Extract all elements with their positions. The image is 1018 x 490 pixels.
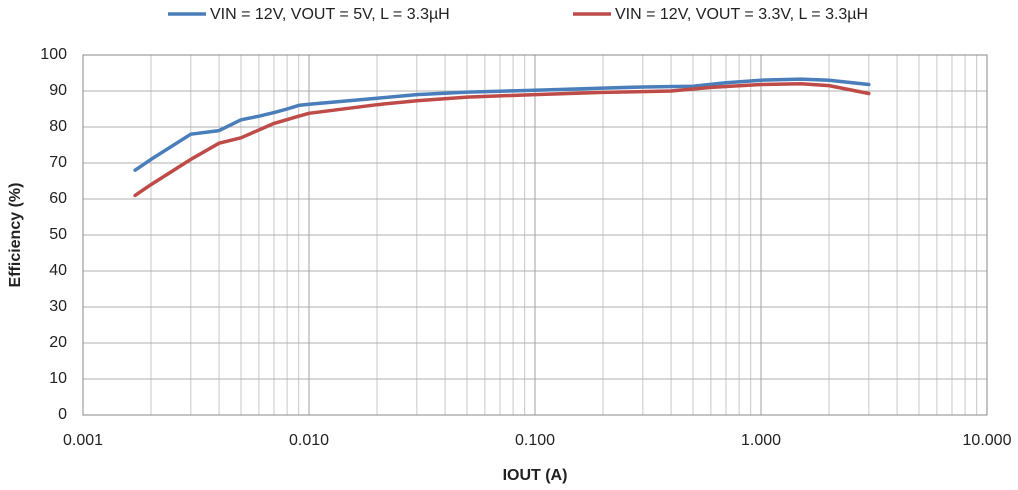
y-tick-label: 10 xyxy=(49,370,67,387)
plot-border xyxy=(82,54,988,416)
x-tick-label: 0.001 xyxy=(63,432,103,449)
y-tick-label: 40 xyxy=(49,262,67,279)
y-tick-label: 50 xyxy=(49,226,67,243)
y-tick-label: 20 xyxy=(49,334,67,351)
y-tick-label: 90 xyxy=(49,82,67,99)
y-tick-label: 100 xyxy=(40,46,67,63)
y-axis-label: Efficiency (%) xyxy=(7,183,24,288)
series-line xyxy=(133,77,871,172)
y-tick-label: 80 xyxy=(49,118,67,135)
y-tick-label: 70 xyxy=(49,154,67,171)
y-tick-label: 0 xyxy=(58,406,67,423)
x-tick-label: 10.000 xyxy=(963,432,1012,449)
legend-label: VIN = 12V, VOUT = 3.3V, L = 3.3µH xyxy=(615,6,868,23)
legend-label: VIN = 12V, VOUT = 5V, L = 3.3µH xyxy=(210,6,450,23)
series-line xyxy=(133,82,871,198)
x-tick-label: 1.000 xyxy=(741,432,781,449)
x-tick-label: 0.100 xyxy=(515,432,555,449)
x-axis-label: IOUT (A) xyxy=(503,467,568,484)
y-tick-label: 30 xyxy=(49,298,67,315)
y-tick-label: 60 xyxy=(49,190,67,207)
x-tick-label: 0.010 xyxy=(289,432,329,449)
